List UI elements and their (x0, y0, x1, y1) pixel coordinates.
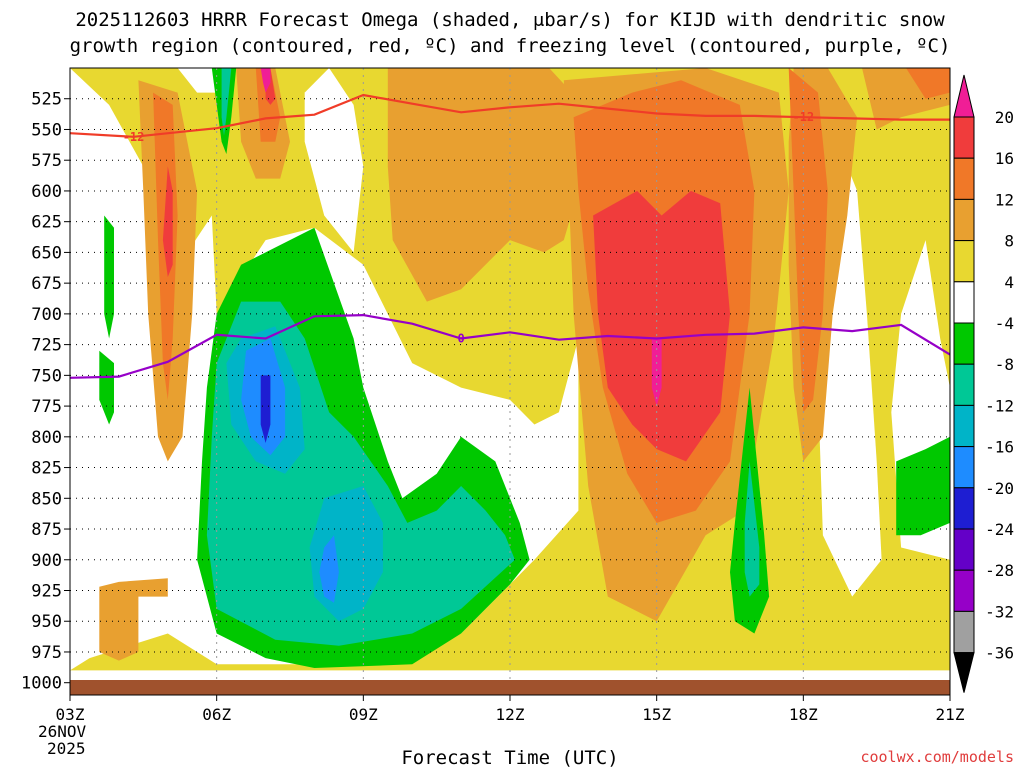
colorbar-segment-7 (953, 404, 975, 448)
omega-region-38 (260, 375, 271, 443)
colorbar-bottom-arrow (953, 652, 975, 693)
plot-area: -12 -12 0 (70, 68, 950, 695)
colorbar-segment-5 (953, 322, 975, 365)
x-tick-label-06Z: 06Z (202, 705, 231, 724)
omega-region-16 (255, 68, 281, 142)
colorbar-label--4: -4 (995, 314, 1014, 333)
y-tick-label-775: 775 (31, 397, 62, 417)
x-tick-label-15Z: 15Z (642, 705, 671, 724)
date-label-day: 26NOV (38, 722, 87, 741)
colorbar-segment-10 (953, 528, 975, 571)
y-tick-label-575: 575 (31, 151, 62, 171)
omega-region-27 (104, 215, 114, 339)
colorbar-label-4: 4 (1004, 273, 1014, 292)
omega-region-18 (788, 68, 828, 413)
omega-region-9 (387, 68, 584, 302)
x-axis-label: Forecast Time (UTC) (401, 747, 618, 768)
chart-title-line1: 2025112603 HRRR Forecast Omega (shaded, … (75, 9, 945, 31)
colorbar-label-8: 8 (1004, 232, 1014, 251)
x-tick-label-03Z: 03Z (56, 705, 85, 724)
colorbar-label-12: 12 (995, 190, 1014, 209)
omega-region-33 (744, 461, 760, 597)
date-label-year: 2025 (47, 739, 86, 758)
y-tick-label-975: 975 (31, 643, 62, 663)
colorbar-label-20: 20 (995, 108, 1014, 127)
omega-region-23 (651, 338, 662, 407)
freezing-level-contour-label-0: 0 (457, 331, 464, 345)
y-tick-label-800: 800 (31, 428, 62, 448)
minus12-contour-label-0: -12 (123, 130, 145, 144)
y-tick-label-925: 925 (31, 582, 62, 602)
colorbar-segment-11 (953, 569, 975, 612)
colorbar-label--16: -16 (985, 438, 1014, 457)
omega-region-2 (70, 68, 129, 536)
y-tick-label-850: 850 (31, 489, 62, 509)
colorbar-label--20: -20 (985, 479, 1014, 498)
x-tick-label-18Z: 18Z (789, 705, 818, 724)
colorbar-segment-3 (953, 240, 975, 283)
y-tick-label-675: 675 (31, 274, 62, 294)
colorbar-segment-1 (953, 157, 975, 200)
colorbar-label--24: -24 (985, 520, 1014, 539)
minus12-contour (70, 93, 950, 138)
omega-region-20 (593, 190, 730, 462)
colorbar-label--28: -28 (985, 561, 1014, 580)
y-tick-label-725: 725 (31, 336, 62, 356)
y-tick-label-650: 650 (31, 243, 62, 263)
x-tick-label-09Z: 09Z (349, 705, 378, 724)
x-tick-label-12Z: 12Z (496, 705, 525, 724)
y-tick-label-525: 525 (31, 90, 62, 110)
y-tick-label-750: 750 (31, 366, 62, 386)
colorbar-segment-8 (953, 446, 975, 489)
omega-region-30 (896, 436, 950, 536)
y-tick-label-950: 950 (31, 612, 62, 632)
colorbar: 20 16 12 8 4 -4 -8 -12 -16 -20 -24 -28 -32 -36 (953, 74, 1014, 693)
omega-region-19 (906, 68, 950, 99)
y-tick-label-700: 700 (31, 305, 62, 325)
y-tick-label-900: 900 (31, 551, 62, 571)
colorbar-label--8: -8 (995, 355, 1014, 374)
colorbar-label--36: -36 (985, 644, 1014, 663)
colorbar-segment-4 (953, 281, 975, 324)
y-tick-label-875: 875 (31, 520, 62, 540)
y-tick-label-550: 550 (31, 120, 62, 140)
minus12-contour-label-1: -12 (792, 110, 814, 124)
colorbar-label-16: 16 (995, 149, 1014, 168)
freezing-level-contour (70, 313, 950, 379)
colorbar-label--32: -32 (985, 602, 1014, 621)
y-tick-label-625: 625 (31, 213, 62, 233)
y-tick-label-825: 825 (31, 459, 62, 479)
credit-text: coolwx.com/models (860, 748, 1014, 766)
colorbar-segment-6 (953, 363, 975, 406)
omega-region-37 (319, 535, 339, 603)
omega-region-32 (221, 68, 232, 136)
chart-title-line2: growth region (contoured, red, ºC) and f… (70, 35, 951, 57)
y-tick-label-1000: 1000 (21, 674, 62, 694)
omega-region-14 (118, 578, 168, 597)
colorbar-top-arrow (953, 74, 975, 118)
y-tick-label-600: 600 (31, 182, 62, 202)
colorbar-segment-0 (953, 116, 975, 159)
x-tick-label-21Z: 21Z (936, 705, 965, 724)
colorbar-segment-9 (953, 487, 975, 530)
omega-region-22 (162, 166, 173, 277)
omega-region-28 (99, 350, 114, 425)
omega-region-24 (260, 68, 271, 93)
colorbar-segment-12 (953, 610, 975, 654)
colorbar-label--12: -12 (985, 396, 1014, 415)
ground-terrain (70, 680, 950, 695)
colorbar-segment-2 (953, 198, 975, 242)
